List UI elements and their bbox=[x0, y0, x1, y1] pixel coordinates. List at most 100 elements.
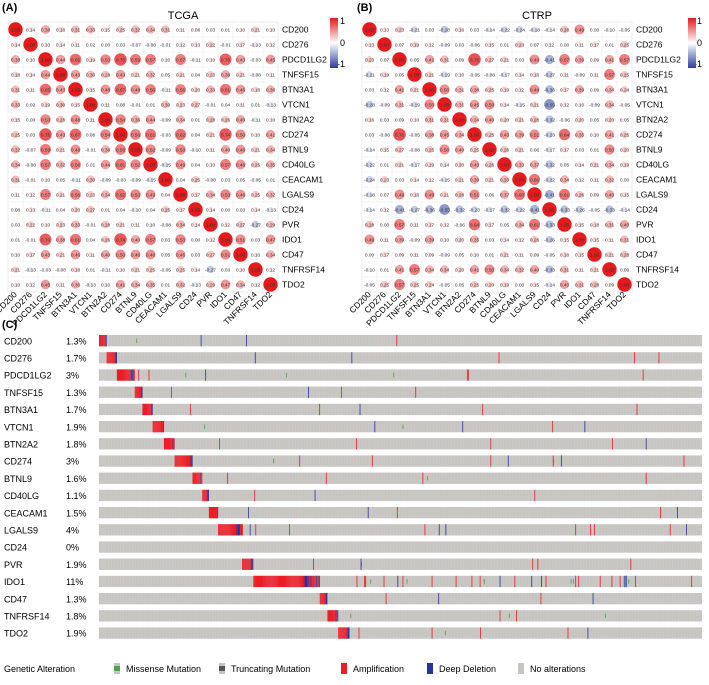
correlation-value: 0.20 bbox=[71, 207, 81, 213]
correlation-circle bbox=[12, 71, 19, 78]
correlation-value: 0.21 bbox=[116, 222, 126, 228]
correlation-circle bbox=[42, 101, 49, 108]
correlation-value: 0.19 bbox=[500, 87, 510, 93]
correlation-value: 0.34 bbox=[206, 192, 216, 198]
alteration-mark bbox=[190, 455, 192, 467]
correlation-value: 1.00 bbox=[515, 177, 525, 183]
correlation-value: 0.21 bbox=[410, 87, 420, 93]
correlation-value: 1.00 bbox=[575, 237, 585, 243]
correlation-value: 0.11 bbox=[56, 282, 65, 288]
alteration-mark bbox=[184, 455, 185, 467]
correlation-value: 0.50 bbox=[485, 267, 495, 273]
correlation-circle bbox=[208, 102, 213, 107]
correlation-value: 0.28 bbox=[455, 192, 465, 198]
alteration-mark bbox=[166, 438, 168, 450]
correlation-value: 0.27 bbox=[485, 57, 495, 63]
gene-track bbox=[99, 386, 702, 398]
alteration-mark bbox=[179, 455, 180, 467]
correlation-circle bbox=[118, 177, 123, 182]
correlation-circle bbox=[163, 267, 168, 272]
alteration-mark bbox=[169, 438, 171, 450]
alteration-mark bbox=[122, 369, 124, 381]
alteration-mark bbox=[172, 438, 173, 450]
panel-a: (A) TCGA 1.00 0.14 0.38 0.18 0.31 0.33 0.15 0.2… bbox=[0, 2, 345, 328]
alteration-mark bbox=[157, 421, 159, 433]
correlation-circle bbox=[132, 71, 139, 78]
gene-track bbox=[99, 472, 702, 484]
correlation-value: 0.03 bbox=[116, 42, 126, 48]
correlation-value: 0.06 bbox=[530, 147, 540, 153]
correlation-value: 0.19 bbox=[425, 162, 435, 168]
row-label: CD47 bbox=[282, 250, 304, 260]
alteration-mark bbox=[141, 386, 143, 398]
correlation-circle bbox=[71, 25, 80, 34]
correlation-circle bbox=[28, 117, 33, 122]
alteration-mark bbox=[211, 507, 213, 519]
correlation-value: 0.48 bbox=[101, 87, 111, 93]
alteration-mark bbox=[195, 472, 197, 484]
colorbar-min-label: -1 bbox=[337, 59, 345, 69]
correlation-value: 0.40 bbox=[131, 237, 141, 243]
alteration-mark bbox=[642, 369, 644, 381]
correlation-circle bbox=[235, 144, 246, 155]
alteration-mark bbox=[308, 386, 309, 398]
correlation-circle bbox=[103, 207, 108, 212]
alteration-mark bbox=[196, 472, 197, 484]
correlation-value: 0.21 bbox=[440, 192, 450, 198]
alteration-mark bbox=[218, 524, 219, 536]
row-label: CD276 bbox=[282, 40, 309, 50]
correlation-value: 0.05 bbox=[590, 117, 600, 123]
alteration-mark bbox=[374, 421, 376, 433]
correlation-value: -0.14 bbox=[619, 207, 630, 213]
alteration-mark bbox=[325, 472, 327, 484]
correlation-value: 1.00 bbox=[101, 117, 111, 123]
alteration-mark bbox=[192, 472, 194, 484]
gene-track bbox=[99, 369, 702, 381]
correlation-value: 0.15 bbox=[485, 42, 495, 48]
alteration-mark bbox=[109, 352, 111, 364]
correlation-value: 1.00 bbox=[116, 132, 126, 138]
correlation-circle bbox=[87, 191, 94, 198]
correlation-value: 0.53 bbox=[101, 57, 111, 63]
alteration-mark bbox=[175, 455, 176, 467]
correlation-value: 0.33 bbox=[500, 177, 510, 183]
alteration-mark bbox=[164, 438, 166, 450]
correlation-circle bbox=[115, 69, 126, 80]
correlation-value: 0.01 bbox=[485, 252, 495, 258]
correlation-value: 0.11 bbox=[11, 192, 20, 198]
correlation-value: 0.28 bbox=[365, 222, 375, 228]
correlation-circle bbox=[223, 102, 228, 107]
correlation-circle bbox=[13, 192, 18, 197]
correlation-value: -0.05 bbox=[364, 282, 375, 288]
alteration-mark bbox=[229, 524, 231, 536]
correlation-circle bbox=[253, 177, 258, 182]
correlation-value: 0.18 bbox=[71, 267, 81, 273]
correlation-value: 0.25 bbox=[176, 267, 186, 273]
correlation-value: 0.34 bbox=[11, 162, 21, 168]
alteration-mark bbox=[371, 455, 373, 467]
correlation-value: 0.41 bbox=[605, 57, 615, 63]
correlation-value: 0.13 bbox=[380, 27, 390, 33]
correlation-circle bbox=[235, 54, 246, 65]
alteration-mark bbox=[110, 352, 111, 364]
correlation-value: 0.40 bbox=[236, 117, 246, 123]
correlation-value: -0.11 bbox=[190, 57, 201, 63]
correlation-value: 0.35 bbox=[575, 132, 585, 138]
correlation-circle bbox=[175, 249, 186, 260]
alteration-mark bbox=[289, 524, 290, 536]
correlation-value: 0.00 bbox=[221, 207, 231, 213]
correlation-value: 0.65 bbox=[71, 57, 81, 63]
correlation-value: -0.09 bbox=[160, 117, 171, 123]
correlation-value: 0.07 bbox=[380, 57, 390, 63]
alteration-mark bbox=[205, 489, 206, 502]
alteration-mark bbox=[156, 421, 157, 433]
correlation-value: 1.00 bbox=[191, 207, 201, 213]
correlation-circle bbox=[267, 101, 274, 108]
correlation-value: 0.60 bbox=[515, 192, 525, 198]
alteration-mark bbox=[239, 524, 241, 536]
correlation-circle bbox=[161, 25, 170, 34]
alteration-mark bbox=[101, 335, 102, 347]
alteration-mark bbox=[575, 524, 577, 536]
correlation-value: 0.05 bbox=[56, 177, 66, 183]
correlation-value: 0.25 bbox=[11, 132, 21, 138]
